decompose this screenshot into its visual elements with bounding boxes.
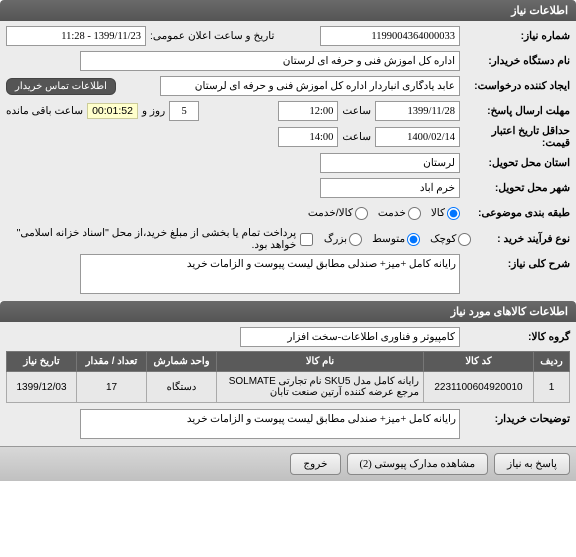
radio-kala[interactable]: کالا (431, 207, 460, 220)
cell-unit: دستگاه (147, 372, 217, 403)
label-announce-date: تاریخ و ساعت اعلان عمومی: (146, 30, 278, 42)
label-hour-2: ساعت (338, 131, 375, 143)
field-need-desc[interactable] (80, 254, 460, 294)
field-validity-hour[interactable] (278, 127, 338, 147)
label-need-number: شماره نیاز: (460, 30, 570, 42)
buyer-contact-badge[interactable]: اطلاعات تماس خریدار (6, 78, 116, 95)
label-city: شهر محل تحویل: (460, 182, 570, 194)
label-province: استان محل تحویل: (460, 157, 570, 169)
partial-pay-note: پرداخت تمام یا بخشی از مبلغ خرید،از محل … (6, 227, 296, 251)
radio-large[interactable]: بزرگ (324, 233, 362, 246)
cell-code: 2231100604920010 (424, 372, 534, 403)
cell-date: 1399/12/03 (7, 372, 77, 403)
exit-button[interactable]: خروج (290, 453, 340, 475)
label-product-group: گروه کالا: (460, 331, 570, 343)
field-creator[interactable] (160, 76, 460, 96)
field-response-hour[interactable] (278, 101, 338, 121)
th-qty: تعداد / مقدار (77, 352, 147, 372)
time-left-box: 00:01:52 (87, 103, 138, 119)
category-radio-group: کالا خدمت کالا/خدمت (308, 207, 460, 220)
label-purchase-type: نوع فرآیند خرید : (471, 233, 570, 245)
time-remaining-block: روز و 00:01:52 ساعت باقی مانده (6, 101, 199, 121)
field-days-left (169, 101, 199, 121)
field-city[interactable] (320, 178, 460, 198)
field-product-group[interactable] (240, 327, 460, 347)
label-price-validity: حداقل تاریخ اعتبار قیمت: (460, 125, 570, 149)
th-code: کد کالا (424, 352, 534, 372)
respond-button[interactable]: پاسخ به نیاز (494, 453, 570, 475)
radio-khadamat[interactable]: خدمت (378, 207, 421, 220)
label-buyer-notes: توضيحات خریدار: (460, 409, 570, 425)
radio-small[interactable]: کوچک (430, 233, 471, 246)
purchase-radio-group: کوچک متوسط بزرگ (324, 233, 471, 246)
th-name: نام کالا (217, 352, 424, 372)
th-unit: واحد شمارش (147, 352, 217, 372)
label-creator: ایجاد کننده درخواست: (460, 80, 570, 92)
field-buyer-notes[interactable] (80, 409, 460, 439)
section-header-need-info: اطلاعات نیاز (0, 0, 576, 21)
field-buyer-org[interactable] (80, 51, 460, 71)
attachments-button[interactable]: مشاهده مدارک پیوستی (2) (347, 453, 489, 475)
field-announce-date[interactable] (6, 26, 146, 46)
radio-medium[interactable]: متوسط (372, 233, 420, 246)
need-info-panel: اطلاعات نیاز شماره نیاز: تاریخ و ساعت اع… (0, 0, 576, 481)
cell-name: رایانه کامل مدل SKU5 نام تجارتی SOLMATE … (217, 372, 424, 403)
table-header-row: ردیف کد کالا نام کالا واحد شمارش تعداد /… (7, 352, 570, 372)
label-buyer-org: نام دستگاه خریدار: (460, 55, 570, 67)
action-buttons-row: پاسخ به نیاز مشاهده مدارک پیوستی (2) خرو… (0, 446, 576, 481)
field-province[interactable] (320, 153, 460, 173)
need-info-body: شماره نیاز: تاریخ و ساعت اعلان عمومی: نا… (0, 21, 576, 301)
radio-both[interactable]: کالا/خدمت (308, 207, 368, 220)
th-row: ردیف (534, 352, 570, 372)
table-row[interactable]: 1 2231100604920010 رایانه کامل مدل SKU5 … (7, 372, 570, 403)
label-remaining: ساعت باقی مانده (6, 105, 83, 117)
label-day: روز و (142, 105, 165, 117)
cell-qty: 17 (77, 372, 147, 403)
label-category: طبقه بندی موضوعی: (460, 207, 570, 219)
field-response-date[interactable] (375, 101, 460, 121)
label-need-desc: شرح کلی نیاز: (460, 254, 570, 270)
field-need-number[interactable] (320, 26, 460, 46)
partial-pay-checkbox[interactable] (300, 233, 313, 246)
label-hour-1: ساعت (338, 105, 375, 117)
section-header-items: اطلاعات کالاهای مورد نیاز (0, 301, 576, 322)
partial-pay-checkbox-row: پرداخت تمام یا بخشی از مبلغ خرید،از محل … (6, 227, 313, 251)
cell-idx: 1 (534, 372, 570, 403)
items-body: گروه کالا: ردیف کد کالا نام کالا واحد شم… (0, 322, 576, 446)
items-table: ردیف کد کالا نام کالا واحد شمارش تعداد /… (6, 351, 570, 403)
th-date: تاریخ نیاز (7, 352, 77, 372)
field-validity-date[interactable] (375, 127, 460, 147)
label-response-deadline: مهلت ارسال پاسخ: (460, 105, 570, 117)
